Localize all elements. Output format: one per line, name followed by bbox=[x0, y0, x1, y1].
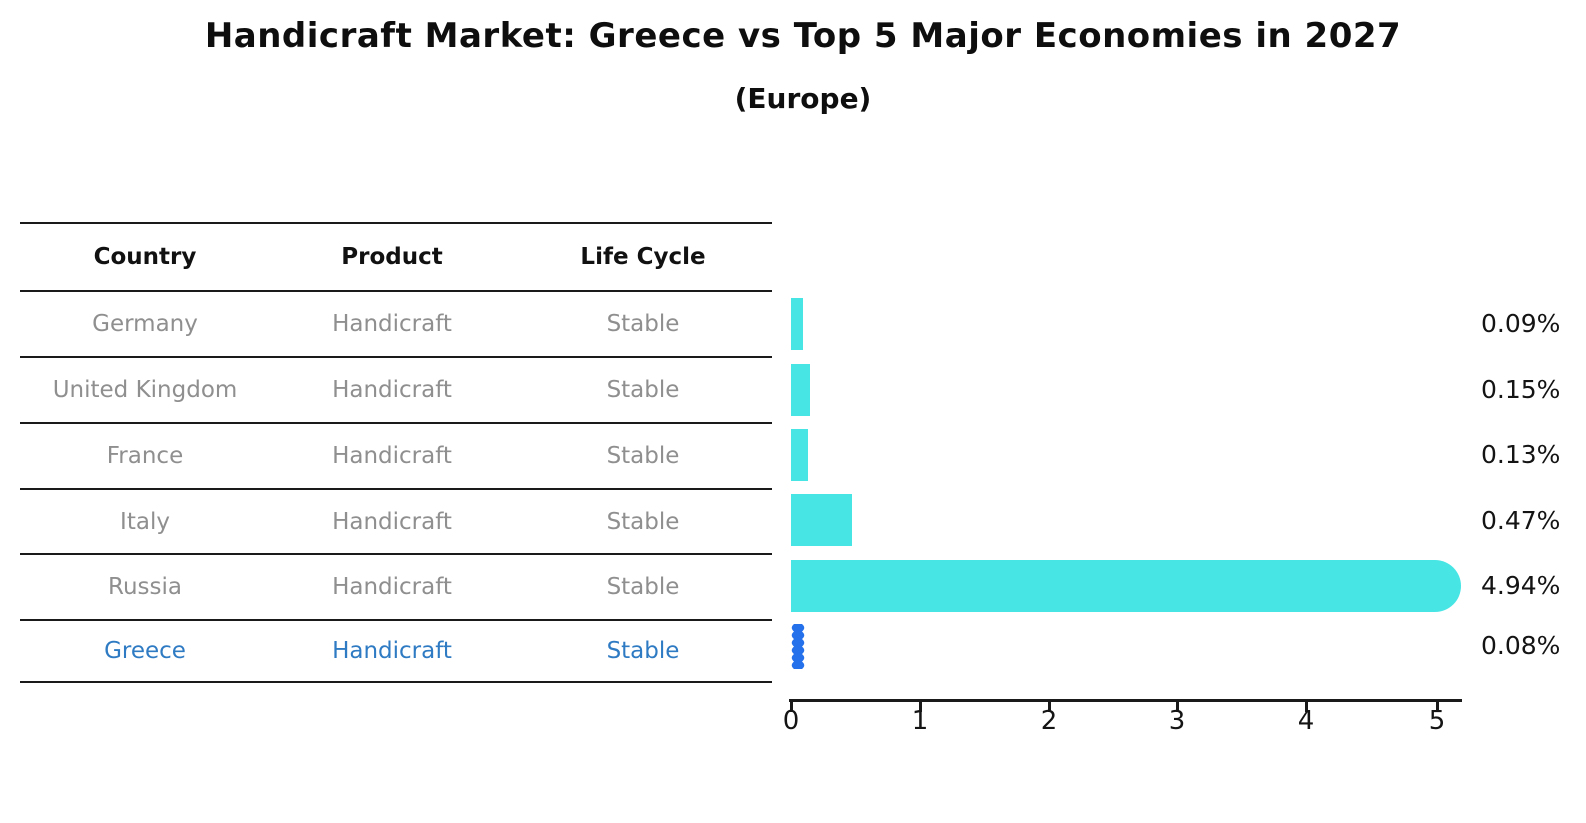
bar-greece bbox=[791, 624, 805, 669]
cell-country: France bbox=[106, 443, 184, 469]
table-line-5 bbox=[20, 619, 772, 621]
cell-product: Handicraft bbox=[332, 377, 452, 403]
table-row-germany: Germany Handicraft Stable bbox=[20, 292, 772, 356]
bar-france bbox=[791, 429, 808, 481]
x-axis-tick-1 bbox=[919, 702, 922, 712]
bar-italy bbox=[791, 494, 852, 546]
x-axis-label-5: 5 bbox=[1428, 706, 1446, 736]
value-label-italy: 0.47% bbox=[1481, 506, 1561, 535]
cell-product: Handicraft bbox=[332, 443, 452, 469]
cell-country: United Kingdom bbox=[52, 377, 238, 403]
cell-country: Italy bbox=[120, 508, 170, 535]
table-line-2 bbox=[20, 422, 772, 424]
value-label-russia: 4.94% bbox=[1481, 571, 1561, 600]
table-line-header bbox=[20, 290, 772, 292]
x-axis-label-4: 4 bbox=[1297, 706, 1315, 736]
table-line-3 bbox=[20, 488, 772, 490]
bar-germany bbox=[791, 298, 803, 350]
value-label-france: 0.13% bbox=[1481, 440, 1561, 469]
value-label-germany: 0.09% bbox=[1481, 309, 1561, 338]
table-line-4 bbox=[20, 553, 772, 555]
cell-country: Russia bbox=[108, 574, 182, 600]
table-row-united-kingdom: United Kingdom Handicraft Stable bbox=[20, 358, 772, 422]
x-axis-label-3: 3 bbox=[1168, 706, 1186, 736]
cell-product: Handicraft bbox=[332, 311, 452, 337]
table-line-1 bbox=[20, 356, 772, 358]
value-label-united-kingdom: 0.15% bbox=[1481, 375, 1561, 404]
x-axis-tick-0 bbox=[790, 702, 793, 712]
bar-united-kingdom bbox=[791, 364, 811, 416]
page-subtitle: (Europe) bbox=[734, 82, 872, 115]
table-line-top bbox=[20, 222, 772, 224]
cell-life-cycle: Stable bbox=[606, 311, 680, 337]
cell-product: Handicraft bbox=[332, 508, 452, 535]
header-cell-life-cycle: Life Cycle bbox=[580, 244, 706, 270]
cell-product: Handicraft bbox=[332, 574, 452, 600]
cell-life-cycle: Stable bbox=[606, 508, 680, 535]
x-axis-tick-4 bbox=[1305, 702, 1308, 712]
table-header-row: Country Product Life Cycle bbox=[20, 224, 772, 290]
cell-life-cycle: Stable bbox=[606, 638, 680, 664]
table-line-bottom bbox=[20, 681, 772, 683]
table-row-greece: Greece Handicraft Stable bbox=[20, 621, 772, 681]
x-axis-label-0: 0 bbox=[782, 706, 800, 736]
table-row-france: France Handicraft Stable bbox=[20, 424, 772, 488]
table-row-italy: Italy Handicraft Stable bbox=[20, 490, 772, 553]
x-axis-tick-5 bbox=[1436, 702, 1439, 712]
page-title: Handicraft Market: Greece vs Top 5 Major… bbox=[204, 16, 1402, 56]
cell-product: Handicraft bbox=[332, 638, 452, 664]
x-axis-label-1: 1 bbox=[911, 706, 929, 736]
header-cell-country: Country bbox=[93, 244, 197, 270]
header-cell-product: Product bbox=[341, 244, 443, 270]
cell-life-cycle: Stable bbox=[606, 443, 680, 469]
x-axis-label-2: 2 bbox=[1040, 706, 1058, 736]
value-label-greece: 0.08% bbox=[1481, 631, 1561, 660]
bar-russia bbox=[791, 560, 1462, 612]
x-axis-tick-3 bbox=[1176, 702, 1179, 712]
x-axis-tick-2 bbox=[1048, 702, 1051, 712]
cell-life-cycle: Stable bbox=[606, 377, 680, 403]
x-axis-line bbox=[789, 699, 1462, 702]
cell-life-cycle: Stable bbox=[606, 574, 680, 600]
table-row-russia: Russia Handicraft Stable bbox=[20, 555, 772, 619]
cell-country: Germany bbox=[92, 311, 198, 337]
cell-country: Greece bbox=[104, 638, 186, 664]
